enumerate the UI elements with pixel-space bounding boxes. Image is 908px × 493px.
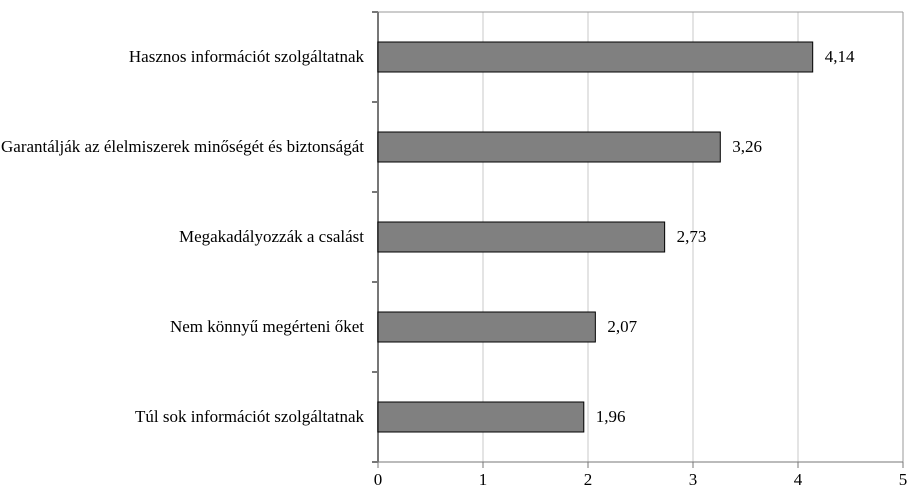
value-label: 1,96 (596, 407, 626, 426)
category-text: Garantálják az élelmiszerek minőségét és… (1, 137, 364, 156)
category-label: Nem könnyű megérteni őket (0, 317, 364, 337)
x-tick-label: 5 (899, 470, 908, 489)
bar (377, 221, 666, 253)
category-label: Hasznos információt szolgáltatnak (0, 47, 364, 67)
category-label: Megakadályozzák a csalást (0, 227, 364, 247)
value-label: 2,73 (677, 227, 707, 246)
value-label: 3,26 (732, 137, 762, 156)
x-tick-label: 2 (584, 470, 593, 489)
bar (377, 131, 721, 163)
category-label: Garantálják az élelmiszerek minőségét és… (0, 137, 364, 157)
bar (377, 41, 814, 73)
category-text: Túl sok információt szolgáltatnak (135, 407, 364, 426)
x-tick-label: 3 (689, 470, 698, 489)
x-tick-label: 0 (374, 470, 383, 489)
category-text: Megakadályozzák a csalást (178, 227, 364, 246)
value-label: 2,07 (607, 317, 637, 336)
bar (377, 401, 585, 433)
category-text: Hasznos információt szolgáltatnak (128, 47, 364, 66)
value-label: 4,14 (825, 47, 855, 66)
x-tick-label: 1 (479, 470, 488, 489)
x-tick-label: 4 (794, 470, 803, 489)
category-label: Túl sok információt szolgáltatnak (0, 407, 364, 427)
bar (377, 311, 596, 343)
category-text: Nem könnyű megérteni őket (169, 317, 364, 336)
